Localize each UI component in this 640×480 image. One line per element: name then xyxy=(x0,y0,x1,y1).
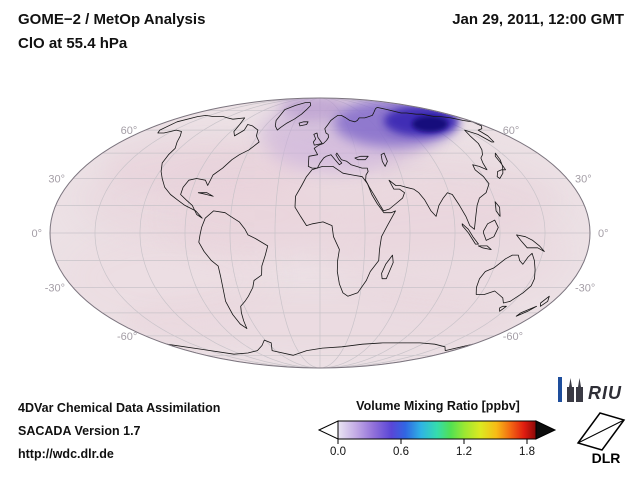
latitude-label: -60° xyxy=(117,331,137,343)
projection-outline xyxy=(49,97,591,369)
colorbar-tick-label: 1.2 xyxy=(456,446,472,458)
colorbar-tick-label: 0.6 xyxy=(393,446,409,458)
latitude-label: 60° xyxy=(503,125,520,137)
page-title: GOME−2 / MetOp Analysis xyxy=(18,11,206,28)
latitude-label: -30° xyxy=(575,283,595,295)
cathedral-icon xyxy=(567,378,583,402)
colorbar xyxy=(317,420,557,444)
latitude-label: 30° xyxy=(48,174,65,186)
page-subtitle: ClO at 55.4 hPa xyxy=(18,35,128,52)
latitude-label: 0° xyxy=(598,228,609,240)
colorbar-tick-labels: 0.0 0.6 1.2 1.8 xyxy=(315,446,561,460)
riu-logo: RIU xyxy=(558,375,622,402)
colorbar-underflow-arrow xyxy=(317,420,339,440)
footer-url: http://wdc.dlr.de xyxy=(18,447,114,461)
riu-logo-blue-bar xyxy=(558,377,562,402)
dlr-logo: DLR xyxy=(576,412,626,465)
footer-version-label: SACADA Version 1.7 xyxy=(18,424,141,438)
map-layers xyxy=(50,98,590,368)
timestamp: Jan 29, 2011, 12:00 GMT xyxy=(452,11,624,28)
colorbar-gradient-bar xyxy=(337,420,537,440)
colorbar-tick-label: 0.0 xyxy=(330,446,346,458)
latitude-label: 60° xyxy=(121,125,138,137)
latitude-labels: 60° 60° 30° 30° 0° 0° -30° -30° -60° -60° xyxy=(31,125,608,343)
latitude-label: -60° xyxy=(503,331,523,343)
latitude-label: -30° xyxy=(45,283,65,295)
dlr-logo-text: DLR xyxy=(592,450,621,465)
latitude-label: 0° xyxy=(31,228,42,240)
latitude-label: 30° xyxy=(575,174,592,186)
riu-logo-text: RIU xyxy=(588,383,622,403)
colorbar-tick-marks xyxy=(337,439,528,444)
colorbar-overflow-arrow xyxy=(535,420,557,440)
footer-assimilation-label: 4DVar Chemical Data Assimilation xyxy=(18,401,221,415)
clo-enhancement-blob xyxy=(260,98,458,172)
colorbar-tick-label: 1.8 xyxy=(519,446,535,458)
colorbar-title: Volume Mixing Ratio [ppbv] xyxy=(356,399,520,413)
